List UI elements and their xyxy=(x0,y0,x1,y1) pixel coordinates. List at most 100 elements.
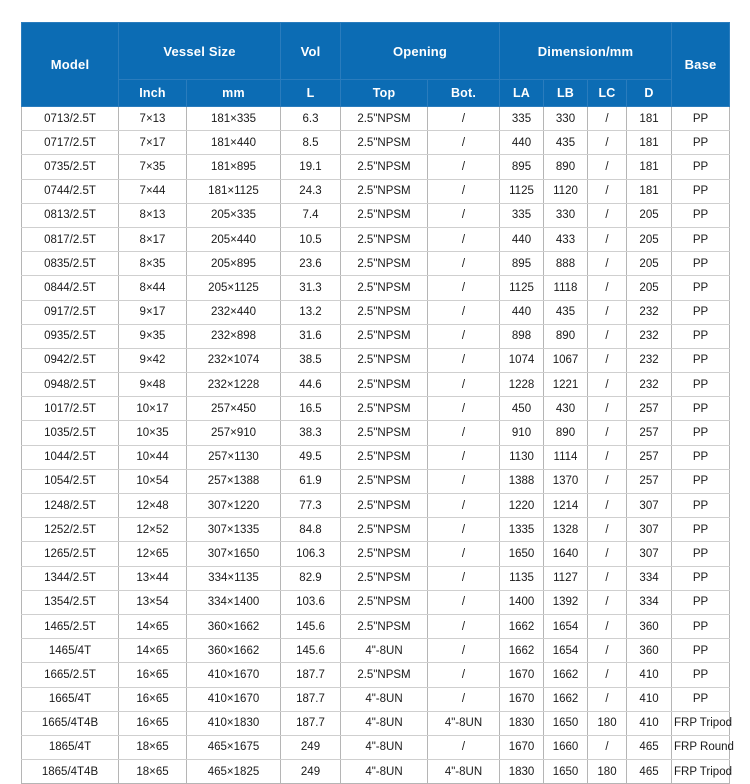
cell-vol: 44.6 xyxy=(280,372,341,398)
cell-base: FRP Tripod xyxy=(671,759,732,784)
header-mm: mm xyxy=(186,79,281,107)
cell-base: PP xyxy=(671,105,731,132)
cell-base: FRP Round xyxy=(671,734,734,761)
cell-model: 0835/2.5T xyxy=(21,251,119,277)
table-row: 0813/2.5T 8×13 205×335 7.4 2.5"NPSM/335 330/2… xyxy=(21,202,731,228)
cell-inch: 8×44 xyxy=(118,275,187,301)
table-row: 0835/2.5T 8×35 205×895 23.6 2.5"NPSM/895 888/… xyxy=(21,251,731,277)
cell-bot: / xyxy=(427,638,500,664)
cell-inch: 9×42 xyxy=(118,347,187,374)
cell-bot: / xyxy=(427,323,500,349)
cell-inch: 12×48 xyxy=(118,492,187,519)
table-row: 0948/2.5T 9×48 232×1228 44.6 2.5"NPSM/1228 12… xyxy=(21,372,731,398)
header-liters: L xyxy=(280,79,341,107)
cell-top: 2.5"NPSM xyxy=(340,444,428,470)
header-group-row: Model Vessel Size Vol Opening Dimension/mm Ba… xyxy=(21,22,731,107)
table-row: 1465/2.5T 14×65 360×1662 145.6 2.5"NPSM/1662… xyxy=(21,613,731,640)
cell-d: 232 xyxy=(625,323,673,349)
cell-bot: / xyxy=(427,226,500,253)
cell-top: 2.5"NPSM xyxy=(340,396,428,422)
cell-base: PP xyxy=(671,517,731,543)
cell-top: 4"-8UN xyxy=(340,638,428,664)
cell-top: 2.5"NPSM xyxy=(340,420,428,446)
cell-lc: / xyxy=(587,275,627,301)
cell-inch: 9×48 xyxy=(118,372,187,398)
cell-la: 1388 xyxy=(499,468,544,495)
cell-top: 2.5"NPSM xyxy=(340,251,428,277)
cell-bot: / xyxy=(427,130,500,156)
cell-model: 0942/2.5T xyxy=(21,347,119,374)
cell-base: PP xyxy=(671,372,731,398)
cell-base: PP xyxy=(671,589,731,615)
cell-mm: 410×1830 xyxy=(186,710,281,736)
cell-bot: / xyxy=(427,686,500,712)
cell-inch: 9×17 xyxy=(118,299,187,325)
cell-lc: / xyxy=(587,372,627,398)
cell-mm: 181×440 xyxy=(186,130,281,156)
cell-mm: 410×1670 xyxy=(186,662,281,688)
cell-vol: 38.3 xyxy=(280,420,341,446)
cell-lb: 1662 xyxy=(543,686,588,712)
cell-inch: 7×35 xyxy=(118,154,187,180)
cell-vol: 249 xyxy=(280,759,341,784)
cell-lc: 180 xyxy=(587,759,627,784)
cell-la: 895 xyxy=(499,154,544,180)
cell-vol: 31.6 xyxy=(280,323,341,349)
cell-mm: 465×1825 xyxy=(186,759,281,784)
cell-la: 440 xyxy=(499,130,544,156)
table-row: 1665/2.5T 16×65 410×1670 187.7 2.5"NPSM/1670… xyxy=(21,662,731,688)
cell-bot: / xyxy=(427,372,500,398)
cell-lc: / xyxy=(587,420,627,446)
cell-d: 257 xyxy=(625,420,673,446)
cell-inch: 8×35 xyxy=(118,251,187,277)
cell-inch: 8×13 xyxy=(118,202,187,228)
cell-model: 0813/2.5T xyxy=(21,202,119,228)
cell-d: 334 xyxy=(625,589,673,615)
cell-top: 2.5"NPSM xyxy=(340,662,428,688)
cell-la: 335 xyxy=(499,105,544,132)
cell-inch: 10×44 xyxy=(118,444,187,470)
cell-vol: 249 xyxy=(280,734,341,761)
cell-lc: / xyxy=(587,347,627,374)
cell-lb: 890 xyxy=(543,420,588,446)
cell-model: 0948/2.5T xyxy=(21,372,119,398)
cell-vol: 7.4 xyxy=(280,202,341,228)
cell-mm: 232×1074 xyxy=(186,347,281,374)
header-la: LA xyxy=(499,79,544,107)
cell-d: 410 xyxy=(625,662,673,688)
cell-base: PP xyxy=(671,565,731,591)
cell-d: 181 xyxy=(625,178,673,204)
cell-la: 1830 xyxy=(499,710,544,736)
table-row: 1665/4T4B 16×65 410×1830 187.7 4"-8UN 4"-8UN 1… xyxy=(21,710,732,736)
cell-base: PP xyxy=(671,178,731,204)
table-body: 0713/2.5T 7×13 181×335 6.3 2.5"NPSM/335 330/1… xyxy=(21,105,734,784)
cell-d: 205 xyxy=(625,202,673,228)
cell-la: 1400 xyxy=(499,589,544,615)
cell-lb: 1654 xyxy=(543,613,588,640)
cell-model: 1465/2.5T xyxy=(21,613,119,640)
specification-table-container: Model Vessel Size Vol Opening Dimension/mm Ba… xyxy=(21,22,734,784)
cell-top: 2.5"NPSM xyxy=(340,105,428,132)
cell-base: PP xyxy=(671,202,731,228)
cell-mm: 205×335 xyxy=(186,202,281,228)
cell-mm: 257×450 xyxy=(186,396,281,422)
cell-lb: 1067 xyxy=(543,347,588,374)
cell-lc: / xyxy=(587,686,627,712)
cell-bot: / xyxy=(427,178,500,204)
header-sub-row: Inch mm L Top Bot. LA LB LC D xyxy=(22,79,730,107)
cell-lc: / xyxy=(587,130,627,156)
cell-base: PP xyxy=(671,638,731,664)
cell-bot: / xyxy=(427,275,500,301)
cell-lb: 330 xyxy=(543,105,588,132)
cell-base: PP xyxy=(671,299,731,325)
cell-vol: 8.5 xyxy=(280,130,341,156)
table-row: 1865/4T 18×65 465×1675 249 4"-8UN/1670 1660/4… xyxy=(21,734,734,761)
cell-inch: 14×65 xyxy=(118,613,187,640)
table-row: 0713/2.5T 7×13 181×335 6.3 2.5"NPSM/335 330/1… xyxy=(21,105,731,132)
cell-model: 0744/2.5T xyxy=(21,178,119,204)
cell-top: 2.5"NPSM xyxy=(340,275,428,301)
cell-bot: / xyxy=(427,396,500,422)
table-row: 1054/2.5T 10×54 257×1388 61.9 2.5"NPSM/1388 1… xyxy=(21,468,731,495)
cell-la: 1670 xyxy=(499,734,544,761)
table-row: 1265/2.5T 12×65 307×1650 106.3 2.5"NPSM/1650… xyxy=(21,541,731,567)
